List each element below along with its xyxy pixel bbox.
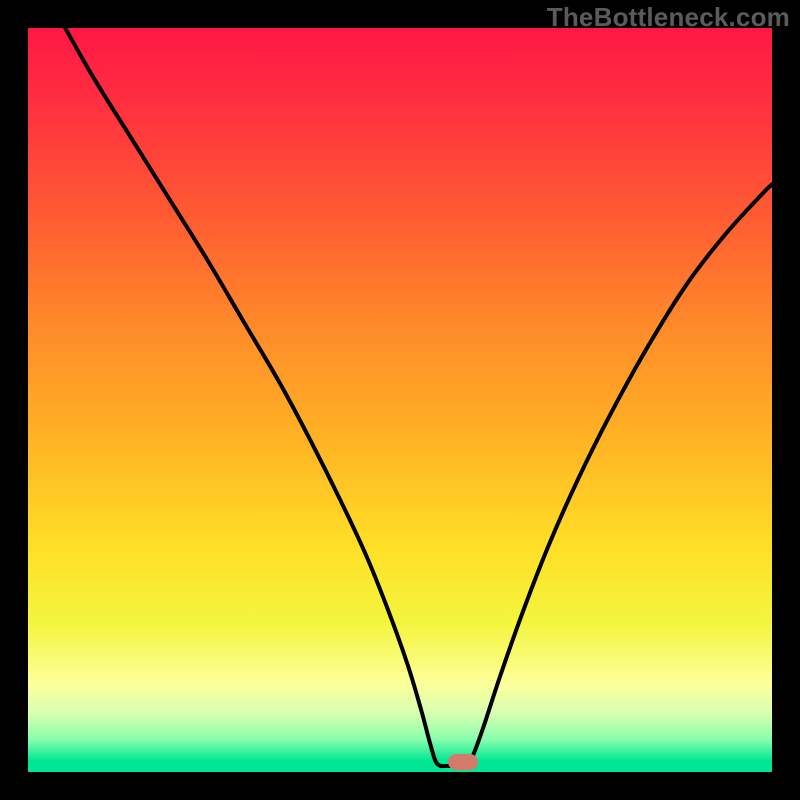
watermark-text: TheBottleneck.com <box>547 2 790 33</box>
plot-area <box>28 28 772 772</box>
chart-frame: TheBottleneck.com <box>0 0 800 800</box>
optimal-point-marker <box>448 754 478 770</box>
bottleneck-curve <box>28 28 772 772</box>
